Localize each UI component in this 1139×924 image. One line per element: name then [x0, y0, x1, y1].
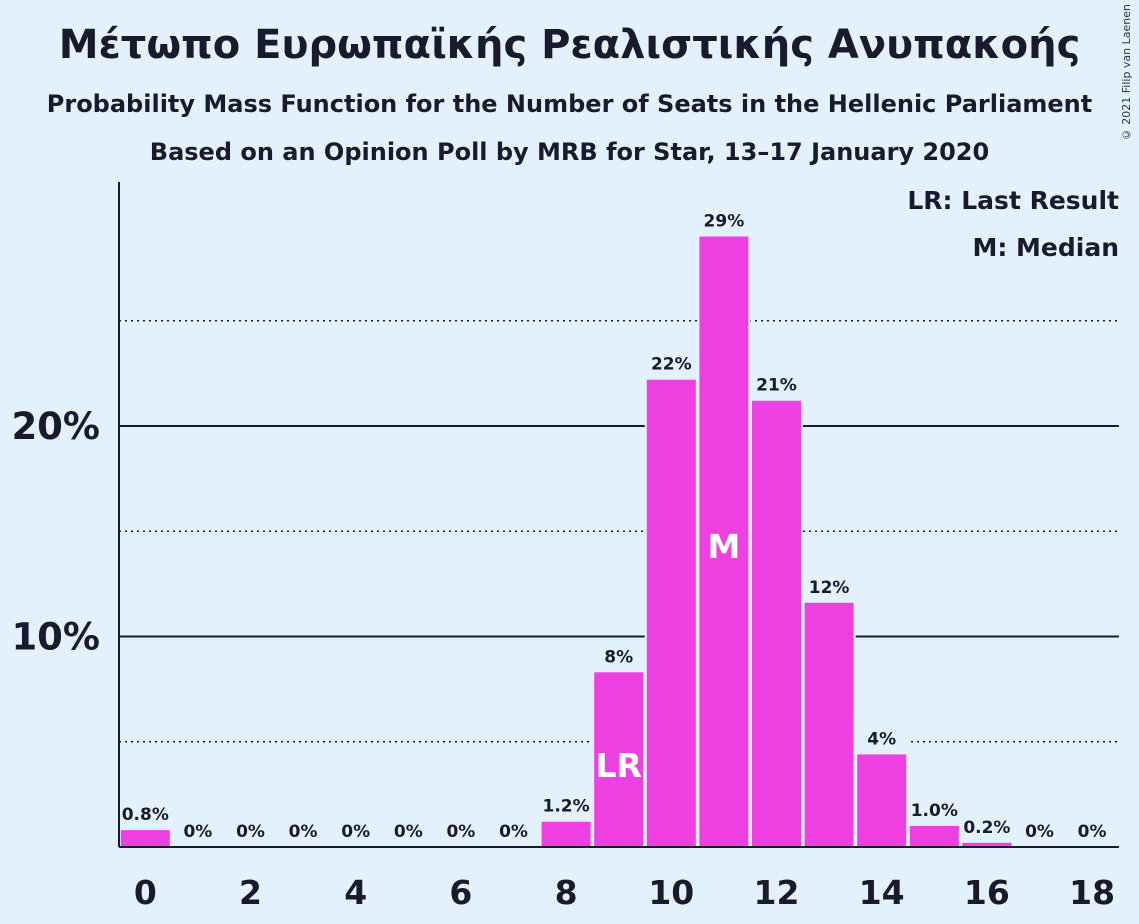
x-tick-label: 6	[449, 873, 472, 912]
bar-value-label: 0.2%	[963, 818, 1010, 838]
x-tick-label: 16	[964, 873, 1010, 912]
bar-seat-12	[752, 400, 801, 847]
bar-value-label: 0%	[499, 822, 528, 842]
median-marker: M	[707, 527, 740, 566]
bar-value-label: 0%	[341, 822, 370, 842]
chart-subtitle-poll: Based on an Opinion Poll by MRB for Star…	[149, 138, 990, 166]
bar-value-label: 0%	[446, 822, 475, 842]
x-tick-label: 12	[754, 873, 800, 912]
y-tick-label: 20%	[11, 405, 100, 448]
bar-seat-0	[120, 830, 170, 847]
bar-value-label: 0%	[289, 822, 318, 842]
bar-seat-11	[699, 236, 749, 848]
x-tick-label: 10	[648, 873, 694, 912]
bar-value-label: 0%	[236, 822, 265, 842]
x-tick-label: 18	[1069, 873, 1115, 912]
bar-seat-10	[646, 379, 696, 847]
bar-gap	[960, 812, 1014, 847]
x-tick-label: 4	[344, 873, 367, 912]
bar-value-label: 1.2%	[543, 797, 590, 817]
bar-value-label: 22%	[651, 355, 692, 375]
x-tick-label: 2	[239, 873, 262, 912]
bar-seat-14	[857, 754, 907, 847]
chart-subtitle: Probability Mass Function for the Number…	[46, 90, 1093, 118]
bar-value-label: 12%	[809, 578, 850, 598]
x-tick-label: 14	[859, 873, 905, 912]
bar-seat-13	[804, 602, 854, 847]
x-tick-label: 0	[134, 873, 157, 912]
bar-seat-9	[594, 672, 644, 847]
y-tick-label: 10%	[11, 616, 100, 659]
x-tick-label: 8	[555, 873, 578, 912]
bar-value-label: 0%	[1078, 822, 1107, 842]
bar-value-label: 0%	[1025, 822, 1054, 842]
legend-last-result: LR: Last Result	[907, 186, 1119, 215]
bar-seat-8	[541, 821, 591, 847]
bar-value-label: 21%	[756, 376, 797, 396]
legend-median: M: Median	[972, 233, 1119, 262]
bar-value-label: 0.8%	[122, 805, 169, 825]
chart-title: Μέτωπο Ευρωπαϊκής Ρεαλιστικής Ανυπακοής	[58, 22, 1081, 68]
bar-seat-16	[962, 842, 1012, 847]
bar-value-label: 0%	[183, 822, 212, 842]
bar-seat-15	[909, 825, 959, 847]
bar-value-label: 4%	[867, 729, 896, 749]
bar-value-label: 0%	[394, 822, 423, 842]
bar-value-label: 8%	[604, 647, 633, 667]
bar-value-label: 1.0%	[911, 801, 958, 821]
last-result-marker: LR	[595, 746, 641, 785]
bar-value-label: 29%	[704, 212, 745, 232]
